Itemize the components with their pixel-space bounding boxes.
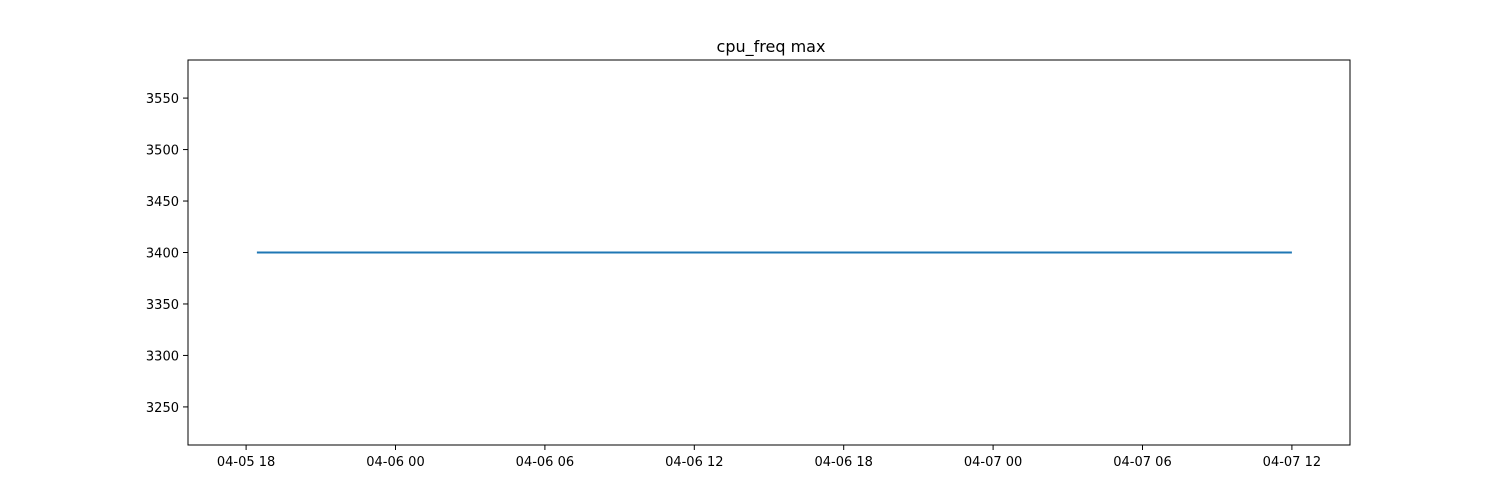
y-tick-label: 3400 [146,247,179,262]
y-tick-label: 3550 [146,92,179,107]
x-tick-label: 04-06 00 [366,455,424,470]
y-axis: 3250 3300 3350 3400 3450 3500 3550 [146,92,188,416]
y-tick-label: 3300 [146,349,179,364]
x-tick-label: 04-07 06 [1113,455,1171,470]
y-tick-label: 3500 [146,144,179,159]
x-tick-label: 04-06 12 [665,455,723,470]
x-tick-label: 04-05 18 [217,455,275,470]
y-tick-label: 3450 [146,195,179,210]
x-tick-label: 04-06 18 [814,455,872,470]
x-tick-label: 04-06 06 [516,455,574,470]
chart-title: cpu_freq max [717,37,826,57]
x-tick-label: 04-07 00 [964,455,1022,470]
x-tick-label: 04-07 12 [1263,455,1321,470]
y-tick-label: 3350 [146,298,179,313]
x-axis: 04-05 18 04-06 00 04-06 06 04-06 12 04-06 18… [217,445,1321,470]
y-tick-label: 3250 [146,401,179,416]
